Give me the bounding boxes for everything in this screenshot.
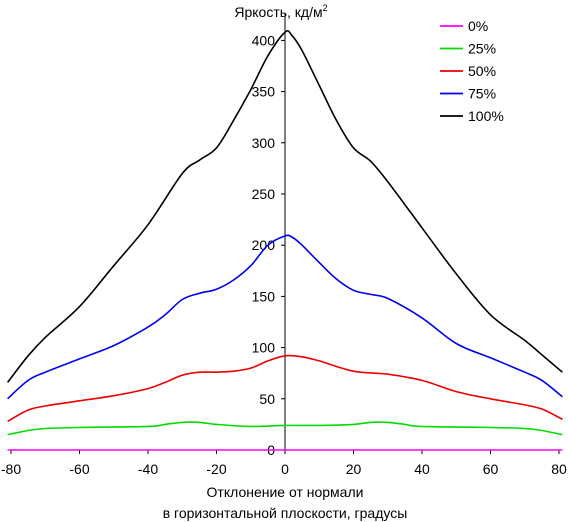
legend: 0% 25% 50% 75% 100% <box>440 18 504 124</box>
y-axis-title: Яркость, кд/м2 <box>234 3 327 20</box>
y-tick-label: 250 <box>252 186 276 202</box>
x-tick-label: 80 <box>551 461 567 477</box>
y-axis-title-text: Яркость, кд/м <box>234 4 322 20</box>
x-axis-title-line2: в горизонтальной плоскости, градусы <box>163 505 408 521</box>
y-tick-label: 50 <box>259 391 275 407</box>
x-tick-label: -40 <box>138 461 158 477</box>
x-tick-label: 40 <box>414 461 430 477</box>
series-line-75pct <box>7 234 563 400</box>
legend-label: 50% <box>468 63 496 79</box>
y-tick-label: 350 <box>252 84 276 100</box>
x-tick-label: -60 <box>69 461 89 477</box>
x-tick-label: -20 <box>206 461 226 477</box>
series-line-25pct <box>7 421 563 436</box>
x-tick-label: -80 <box>1 461 21 477</box>
series-line-50pct <box>7 354 563 423</box>
series-line-100pct <box>6 30 563 383</box>
x-axis-title-line1: Отклонение от нормали <box>207 484 364 500</box>
legend-label: 75% <box>468 86 496 102</box>
y-tick-label: 200 <box>252 237 276 253</box>
y-tick-label: 150 <box>252 288 276 304</box>
y-tick-label: 400 <box>252 32 276 48</box>
legend-label: 25% <box>468 41 496 57</box>
series-lines <box>6 30 563 451</box>
legend-label: 0% <box>468 18 488 34</box>
x-tick-label: 20 <box>346 461 362 477</box>
y-axis-title-superscript: 2 <box>323 3 328 13</box>
y-tick-label: 300 <box>252 135 276 151</box>
x-tick-label: 60 <box>483 461 499 477</box>
y-tick-label: 100 <box>252 340 276 356</box>
plot-area: -80 -60 -40 -20 0 20 40 60 80 0 50 100 150 200 250 300… <box>1 14 567 477</box>
x-ticks: -80 -60 -40 -20 0 20 40 60 80 <box>1 450 567 477</box>
legend-label: 100% <box>468 108 504 124</box>
x-tick-label: 0 <box>281 461 289 477</box>
